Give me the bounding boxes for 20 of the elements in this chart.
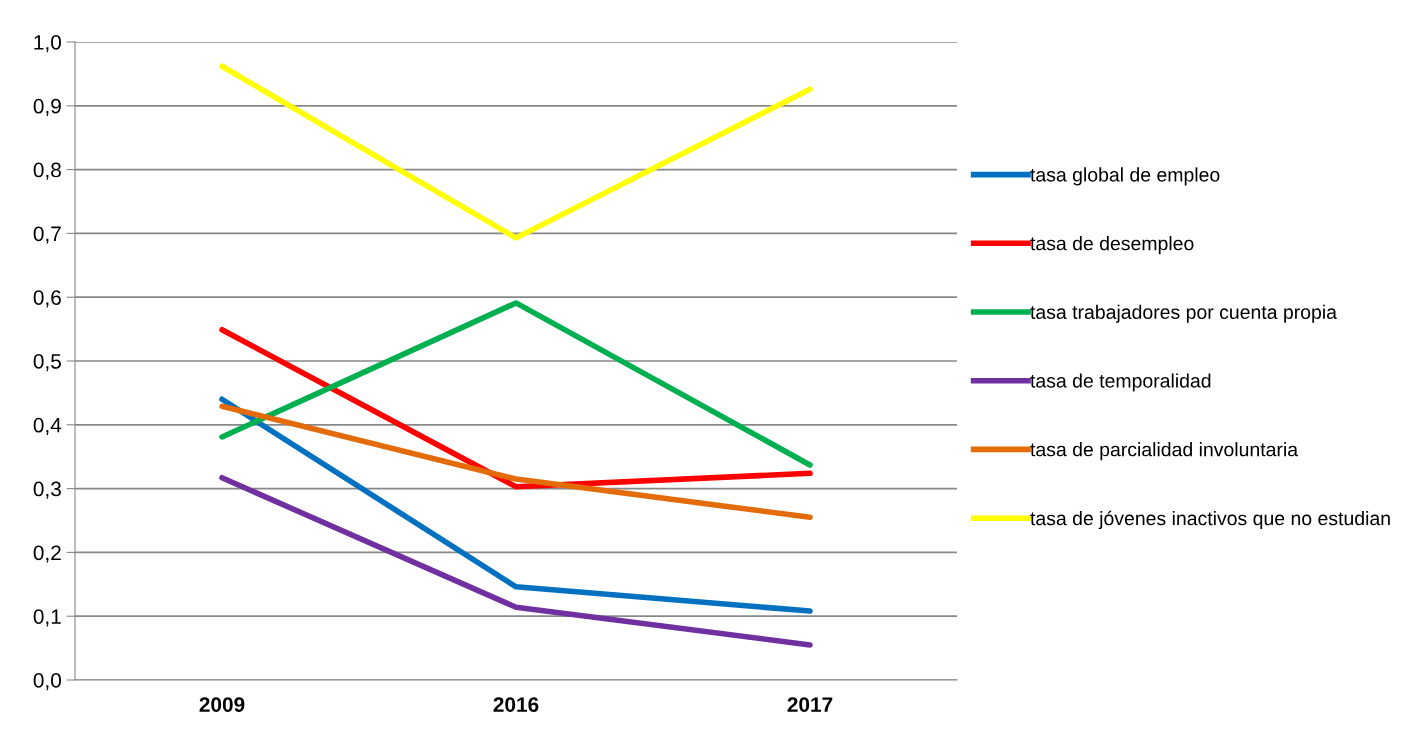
y-tick-label: 0,3	[33, 481, 61, 499]
legend-label: tasa trabajadores por cuenta propia	[1030, 304, 1337, 323]
x-tick-label: 2009	[199, 697, 245, 712]
y-tick-label: 0,0	[33, 673, 61, 691]
y-tick-label: 0,2	[33, 545, 61, 563]
x-tick-label: 2016	[493, 697, 539, 712]
y-tick-label: 0,9	[33, 98, 61, 117]
y-tick-label: 0,6	[33, 290, 61, 308]
x-tick-label: 2017	[787, 697, 833, 712]
y-tick-label: 0,1	[33, 609, 61, 627]
y-tick-label: 0,7	[33, 226, 61, 244]
y-tick-label: 1,0	[34, 35, 61, 53]
y-tick-label: 0,8	[33, 162, 61, 180]
y-tick-label: 0,5	[33, 354, 61, 372]
legend-label: tasa de desempleo	[1030, 236, 1194, 255]
legend-label: tasa de jóvenes inactivos que no estudian	[1030, 510, 1390, 530]
y-tick-label: 0,4	[33, 417, 62, 436]
legend-label: tasa global de empleo	[1030, 167, 1220, 186]
legend-label: tasa de parcialidad involuntaria	[1030, 442, 1299, 461]
legend-label: tasa de temporalidad	[1030, 373, 1211, 392]
